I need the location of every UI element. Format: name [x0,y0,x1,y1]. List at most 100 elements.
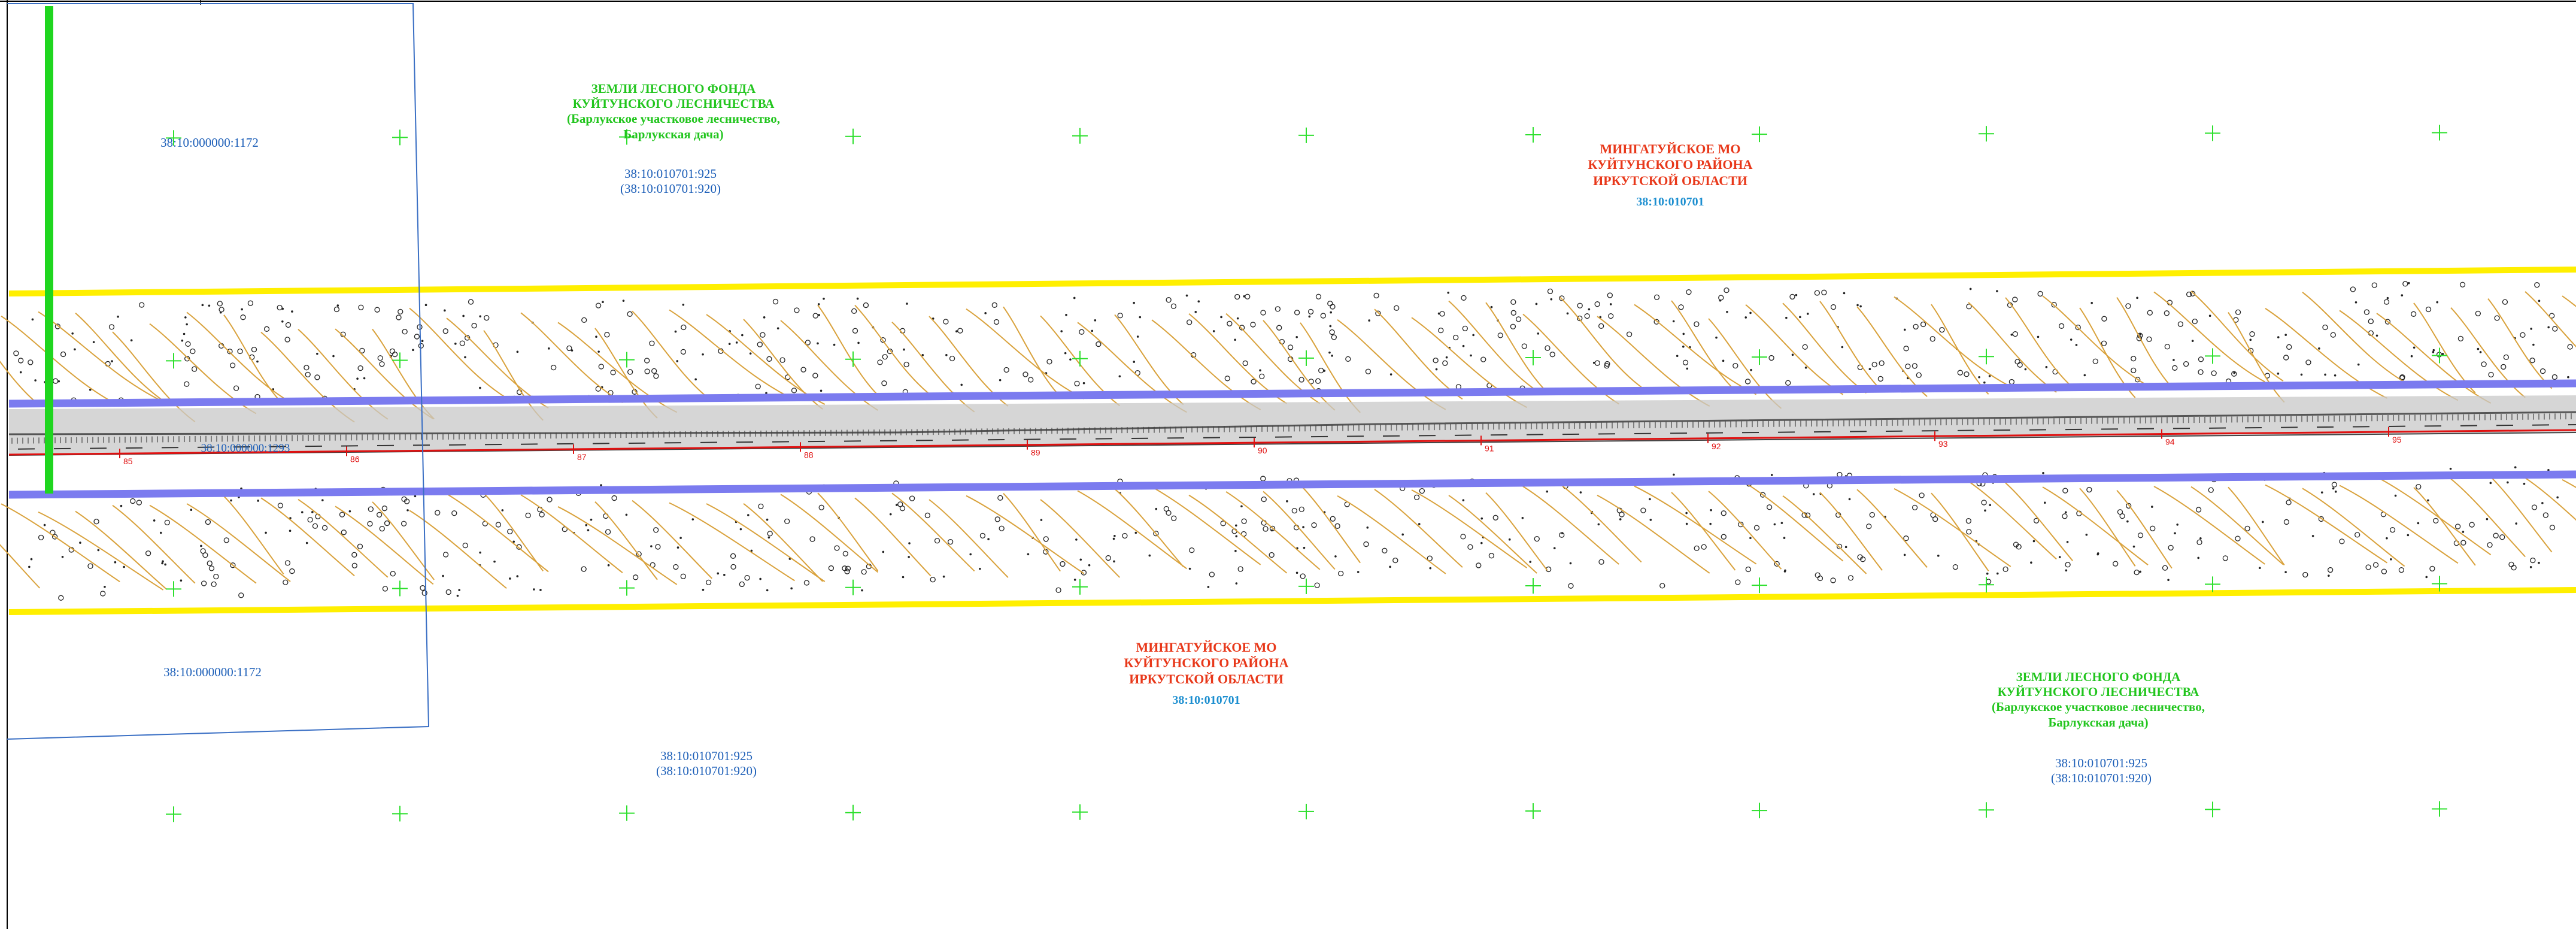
shrub-symbol [644,368,650,374]
shrub-symbol [2481,361,2487,367]
route-axis-dashes [17,423,2576,450]
contour-line [2005,297,2073,388]
shrub-symbol [739,581,745,588]
grid-cross [1525,803,1541,819]
shrub-symbol [1438,327,1444,334]
shrub-symbol [2350,286,2356,292]
grass-symbol [1710,509,1712,512]
cadastral-label-bottom-right: 38:10:010701:925 (38:10:010701:920) [2017,756,2185,786]
shrub-symbol [2372,562,2379,568]
shrub-symbol [351,562,357,568]
shrub-symbol [251,346,257,353]
shrub-symbol [2002,566,2008,573]
grid-cross [845,351,861,367]
grid-cross [619,805,635,821]
shrub-symbol [284,560,291,566]
grass-symbol [1401,533,1404,536]
shrub-symbol [2433,518,2439,523]
contour-line [1894,296,2011,388]
shrub-symbol [1830,577,1836,583]
shrub-symbol [321,525,328,531]
grass-symbol [516,350,519,353]
contour-line [1708,318,1782,409]
shrub-symbol [1653,319,1659,325]
shrub-symbol [562,526,568,532]
grass-symbol [2065,569,2068,572]
grass-symbol [1856,304,1859,307]
shrub-symbol [2286,344,2292,350]
grass-symbol [1553,547,1556,549]
grass-symbol [2449,467,2452,470]
contour-line [1597,316,1710,407]
grass-symbol [1984,509,1986,512]
contour-line [2116,489,2173,569]
grass-symbol [281,320,284,323]
contour-line [75,510,167,590]
shrub-symbol [304,365,310,371]
grass-symbol [1188,567,1191,570]
shrub-symbol [1079,329,1085,335]
shrub-symbol [53,378,59,384]
grass-symbol [741,334,744,337]
shrub-symbol [2534,282,2540,288]
contour-line [1708,491,1782,570]
contour-line [1448,495,1537,574]
grass-symbol [1791,353,1794,356]
grass-symbol [2413,346,2416,349]
shrub-symbol [2037,290,2043,297]
grass-symbol [1749,537,1752,540]
shrub-symbol [2016,544,2022,550]
grass-symbol [2090,302,2093,304]
grass-symbol [162,560,164,562]
grass-symbol [1113,534,1116,537]
shrub-symbol [2531,504,2538,510]
shrub-symbol [2134,569,2140,576]
grass-symbol [2208,314,2211,317]
grass-symbol [1136,335,1139,338]
grass-symbol [2538,299,2541,302]
grass-symbol [2532,343,2535,346]
contour-line [669,309,795,401]
grass-symbol [1040,519,1043,521]
shrub-symbol [138,302,145,308]
shrub-symbol [1701,544,1707,550]
grid-cross [1072,579,1088,595]
route-axis [8,429,2576,456]
shrub-symbol [611,495,617,501]
grass-symbol [208,304,211,307]
shrub-symbol [1905,363,1911,370]
shrub-symbol [2542,512,2549,518]
grass-symbol [1770,474,1773,476]
shrub-symbol [2494,315,2500,321]
shrub-symbol [881,380,887,386]
shrub-symbol [1911,504,1918,511]
grid-cross [1525,350,1541,366]
picket-label: 91 [1485,443,1494,453]
grass-symbol [92,341,95,343]
contour-line [1077,490,1187,570]
shrub-symbol [2222,555,2228,561]
grass-symbol [184,316,187,319]
shrub-symbol [1732,362,1738,369]
shrub-symbol [627,311,633,317]
shrub-symbol [1911,363,1918,369]
shrub-symbol [809,536,815,542]
forest-bottom-line4: Барлукская дача) [2048,715,2149,730]
contour-line [780,494,879,573]
contour-line [2042,486,2149,565]
right-of-way-top [8,379,2576,408]
grass-symbol [1368,319,1370,322]
contour-line [817,492,879,571]
grass-symbol [43,523,46,526]
grass-symbol [336,304,339,307]
grass-symbol [1843,292,1846,295]
shrub-symbol [1259,373,1265,380]
shrub-symbol [2177,321,2184,327]
shrub-symbol [462,542,468,549]
grass-symbol [1546,490,1549,493]
grass-symbol [955,330,958,333]
shrub-symbol [812,313,818,319]
parcel-label-left-bottom: 38:10:000000:1172 [163,665,262,679]
contour-line [2228,311,2285,403]
